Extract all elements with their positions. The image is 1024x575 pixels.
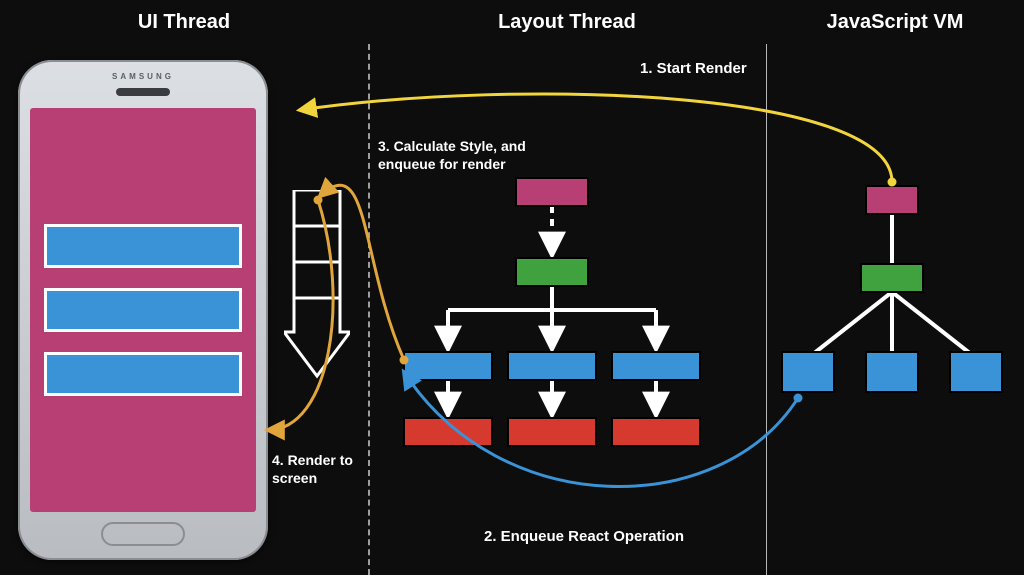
phone-mockup: SAMSUNG xyxy=(18,60,268,560)
step-4-label: 4. Render to screen xyxy=(272,452,353,487)
divider-solid xyxy=(766,44,767,575)
step-2-label: 2. Enqueue React Operation xyxy=(484,528,684,547)
phone-screen xyxy=(30,108,256,512)
column-title-ui: UI Thread xyxy=(0,0,368,44)
step-1-label: 1. Start Render xyxy=(640,60,747,79)
phone-screen-row xyxy=(44,288,242,332)
divider-dashed xyxy=(368,44,370,575)
phone-screen-row xyxy=(44,352,242,396)
phone-home-button xyxy=(101,522,185,546)
render-queue xyxy=(284,190,350,420)
step-3-label: 3. Calculate Style, and enqueue for rend… xyxy=(378,138,526,173)
phone-speaker xyxy=(116,88,170,96)
phone-logo: SAMSUNG xyxy=(112,72,174,81)
column-title-js: JavaScript VM xyxy=(766,0,1024,44)
column-title-layout: Layout Thread xyxy=(368,0,766,44)
phone-screen-row xyxy=(44,224,242,268)
